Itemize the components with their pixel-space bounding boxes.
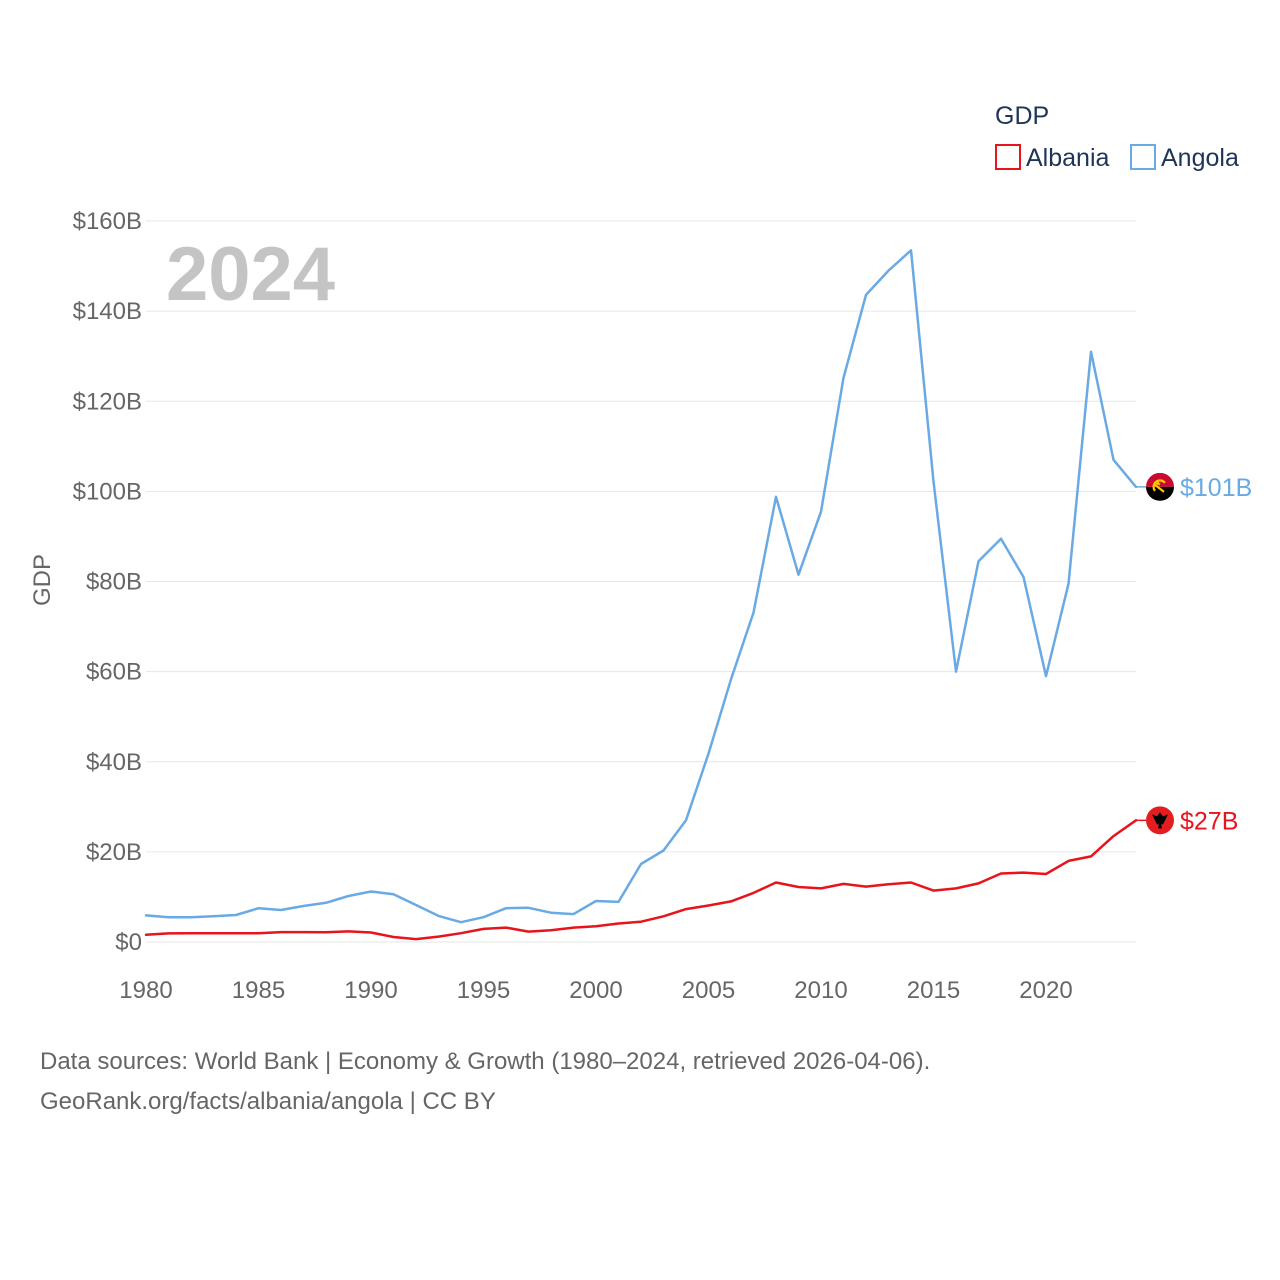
legend-item-angola[interactable]: Angola [1130,144,1239,172]
y-tick-label: $60B [86,659,142,686]
x-axis-ticks: 1980 1985 1990 1995 2000 2005 2010 2015 2020 [119,977,1072,1004]
end-value-label-angola: $101B [1180,474,1252,502]
x-tick-label: 2010 [794,977,847,1004]
y-axis-title: GDP [29,554,56,606]
y-tick-label: $120B [73,388,142,415]
series-line-albania[interactable] [144,819,1138,941]
x-tick-label: 1980 [119,977,172,1004]
footer: Data sources: World Bank | Economy & Gro… [40,1042,930,1122]
series-lines [144,249,1138,941]
y-tick-label: $140B [73,298,142,325]
grid-lines [146,220,1136,943]
legend-item-albania[interactable]: Albania [995,144,1109,172]
y-tick-label: $0 [115,929,142,956]
x-tick-label: 1995 [457,977,510,1004]
y-tick-label: $40B [86,749,142,776]
legend-label-albania: Albania [1026,144,1109,172]
y-tick-label: $160B [73,208,142,235]
series-end-markers: $27B $101B [1136,472,1252,835]
x-tick-label: 2000 [569,977,622,1004]
legend-swatch-albania [995,144,1021,170]
albania-flag-icon [1146,806,1174,835]
x-tick-label: 2020 [1019,977,1072,1004]
x-tick-label: 2005 [682,977,735,1004]
x-tick-label: 1985 [232,977,285,1004]
legend[interactable]: GDP Albania Angola [995,102,1239,172]
footer-sources: Data sources: World Bank | Economy & Gro… [40,1048,931,1075]
series-line-angola[interactable] [144,249,1138,924]
legend-swatch-angola [1130,144,1156,170]
y-axis-ticks: $0 $20B $40B $60B $80B $100B $120B $140B $160B [73,208,142,956]
legend-label-angola: Angola [1161,144,1239,172]
angola-flag-icon [1146,472,1174,501]
x-tick-label: 2015 [907,977,960,1004]
footer-link[interactable]: GeoRank.org/facts/albania/angola | CC BY [40,1088,496,1115]
y-tick-label: $80B [86,569,142,596]
y-tick-label: $100B [73,478,142,505]
x-tick-label: 1990 [344,977,397,1004]
legend-title: GDP [995,102,1049,130]
y-tick-label: $20B [86,839,142,866]
end-value-label-albania: $27B [1180,807,1238,835]
gdp-line-chart: $0 $20B $40B $60B $80B $100B $120B $140B $160B 1… [29,102,1252,1004]
year-label: 2024 [166,232,335,317]
